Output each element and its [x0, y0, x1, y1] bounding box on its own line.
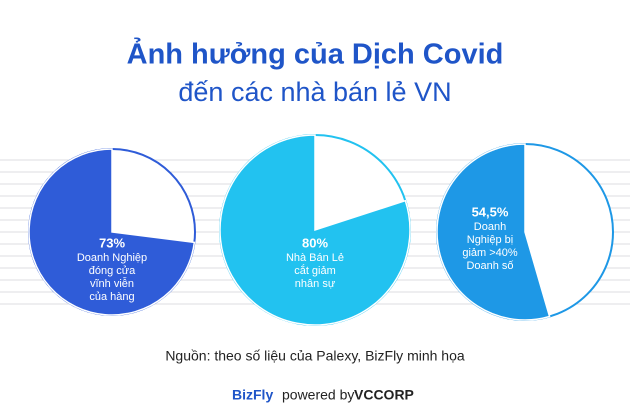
description-line: của hàng	[89, 291, 134, 303]
pie-slice	[436, 143, 551, 321]
title: Ảnh hưởng của Dịch Covid	[127, 37, 504, 71]
pie-slice	[28, 148, 196, 316]
description-line: cắt giảm	[294, 264, 336, 277]
footer-powered: powered by	[282, 387, 354, 403]
description-line: đóng cửa	[89, 265, 136, 277]
description-line: nhân sự	[295, 278, 336, 290]
value-label: 54,5%	[472, 204, 509, 219]
subtitle: đến các nhà bán lẻ VN	[178, 77, 451, 107]
description-line: vĩnh viễn	[90, 277, 134, 290]
description-line: giảm >40%	[462, 247, 518, 259]
footer-brand: BizFly	[232, 387, 273, 403]
description-line: Nhà Bán Lẻ	[286, 252, 344, 264]
pie-slice	[219, 134, 411, 326]
description-line: Doanh số	[466, 260, 513, 272]
value-label: 73%	[99, 235, 125, 250]
source: Nguồn: theo số liệu của Palexy, BizFly m…	[165, 348, 465, 364]
value-label: 80%	[302, 235, 328, 250]
description-line: Doanh	[474, 221, 506, 233]
description-line: Doanh Nghiệp	[77, 252, 147, 264]
description-line: Nghiệp bị	[467, 234, 513, 246]
footer-partner: VCCORP	[354, 387, 414, 403]
